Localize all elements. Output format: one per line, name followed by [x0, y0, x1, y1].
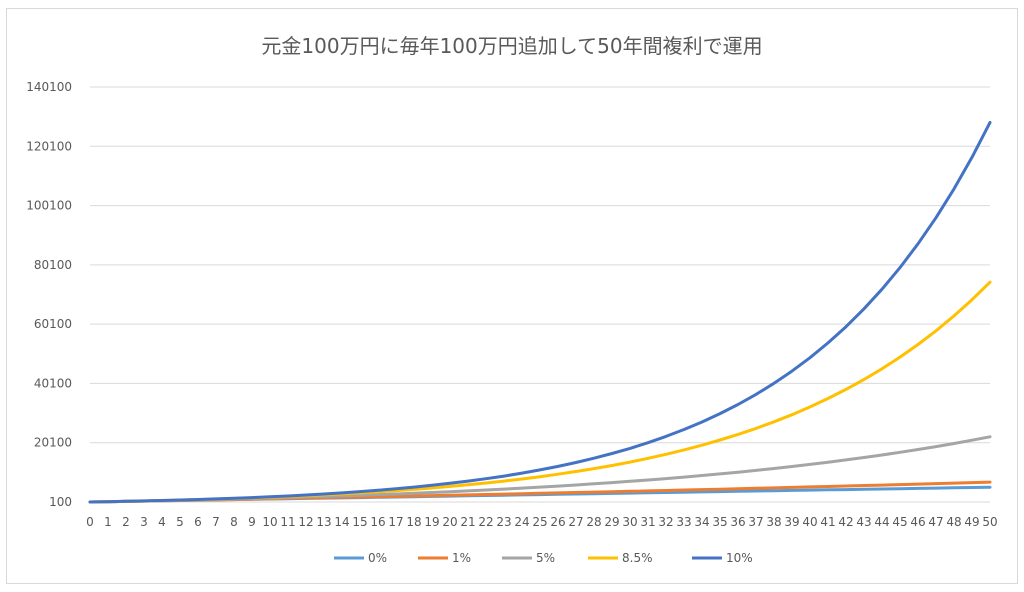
x-tick-label: 26	[550, 515, 565, 529]
legend-label: 10%	[726, 551, 753, 565]
x-tick-label: 18	[406, 515, 421, 529]
x-tick-label: 36	[730, 515, 745, 529]
legend-label: 8.5%	[622, 551, 653, 565]
y-tick-label: 120100	[26, 139, 72, 153]
x-tick-label: 15	[352, 515, 367, 529]
x-tick-label: 17	[388, 515, 403, 529]
x-tick-label: 33	[676, 515, 691, 529]
series-line-10pct	[88, 121, 992, 504]
x-tick-label: 46	[910, 515, 925, 529]
x-tick-label: 20	[442, 515, 457, 529]
x-tick-label: 0	[86, 515, 94, 529]
y-tick-label: 40100	[34, 376, 72, 390]
x-tick-label: 19	[424, 515, 439, 529]
chart-frame: 元金100万円に毎年100万円追加して50年間複利で運用 100 20100 401…	[6, 8, 1018, 584]
x-tick-label: 32	[658, 515, 673, 529]
x-tick-label: 31	[640, 515, 655, 529]
legend-label: 5%	[536, 551, 555, 565]
x-tick-label: 13	[316, 515, 331, 529]
y-tick-label: 20100	[34, 436, 72, 450]
x-axis-tick-labels: 0 1 2 3 4 5 6 7 8 9 10 11 12 13 14 15 16 17 18 19 20 21 22 23 24…	[86, 515, 997, 529]
y-tick-label: 100	[49, 495, 72, 509]
x-tick-label: 5	[176, 515, 184, 529]
x-tick-label: 16	[370, 515, 385, 529]
y-tick-label: 100100	[26, 199, 72, 213]
x-tick-label: 11	[280, 515, 295, 529]
y-tick-label: 60100	[34, 317, 72, 331]
x-tick-label: 1	[104, 515, 112, 529]
x-tick-label: 2	[122, 515, 130, 529]
legend-label: 1%	[452, 551, 471, 565]
x-tick-label: 21	[460, 515, 475, 529]
legend-label: 0%	[368, 551, 387, 565]
x-tick-label: 29	[604, 515, 619, 529]
x-tick-label: 24	[514, 515, 529, 529]
gridlines	[90, 86, 990, 503]
x-tick-label: 23	[496, 515, 511, 529]
x-tick-label: 4	[158, 515, 166, 529]
x-tick-label: 39	[784, 515, 799, 529]
x-tick-label: 7	[212, 515, 220, 529]
y-tick-label: 80100	[34, 258, 72, 272]
x-tick-label: 41	[820, 515, 835, 529]
x-tick-label: 38	[766, 515, 781, 529]
x-tick-label: 28	[586, 515, 601, 529]
x-tick-label: 35	[712, 515, 727, 529]
x-tick-label: 6	[194, 515, 202, 529]
x-tick-label: 9	[248, 515, 256, 529]
x-tick-label: 8	[230, 515, 238, 529]
x-tick-label: 30	[622, 515, 637, 529]
x-tick-label: 42	[838, 515, 853, 529]
x-tick-label: 27	[568, 515, 583, 529]
chart-title: 元金100万円に毎年100万円追加して50年間複利で運用	[261, 34, 762, 58]
series-lines	[88, 121, 992, 504]
x-tick-label: 45	[892, 515, 907, 529]
x-tick-label: 25	[532, 515, 547, 529]
x-tick-label: 49	[964, 515, 979, 529]
x-tick-label: 14	[334, 515, 349, 529]
x-tick-label: 34	[694, 515, 709, 529]
line-chart: 元金100万円に毎年100万円追加して50年間複利で運用 10020100401…	[26, 34, 997, 565]
x-tick-label: 48	[946, 515, 961, 529]
x-tick-label: 44	[874, 515, 889, 529]
x-tick-label: 40	[802, 515, 817, 529]
x-tick-label: 10	[262, 515, 277, 529]
x-tick-label: 43	[856, 515, 871, 529]
legend: 0% 1% 5% 8.5% 10%	[334, 551, 753, 565]
x-tick-label: 3	[140, 515, 148, 529]
x-tick-label: 50	[982, 515, 997, 529]
x-tick-label: 37	[748, 515, 763, 529]
x-tick-label: 12	[298, 515, 313, 529]
y-axis-tick-labels: 100 20100 40100 60100 80100 100100 120100 14010…	[26, 80, 72, 509]
x-tick-label: 22	[478, 515, 493, 529]
x-tick-label: 47	[928, 515, 943, 529]
y-tick-label: 140100	[26, 80, 72, 94]
